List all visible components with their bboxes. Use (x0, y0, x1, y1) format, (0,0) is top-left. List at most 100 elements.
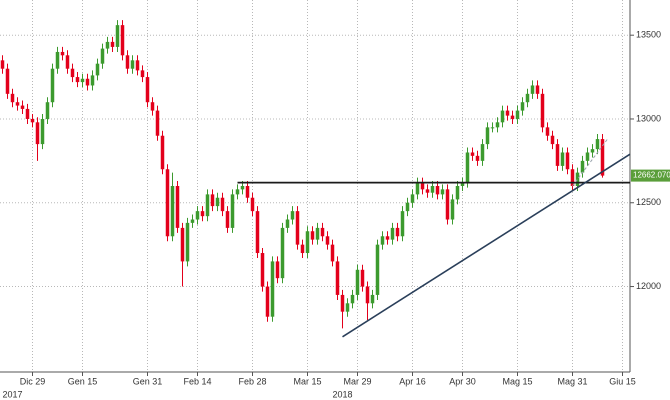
x-tick-label: Dic 29 (20, 376, 46, 386)
candle-body (5, 68, 10, 94)
candle-body (385, 236, 390, 240)
x-tick-label: Apr 16 (399, 376, 426, 386)
candle-body (340, 294, 345, 312)
candle-body (130, 60, 135, 69)
candle-body (135, 60, 140, 71)
x-tick-label: Gen 15 (68, 376, 98, 386)
candle-body (125, 55, 130, 69)
candle-body (415, 182, 420, 195)
candle-body (470, 152, 475, 156)
candle-body (530, 85, 535, 94)
candle-body (200, 211, 205, 217)
candle-body (210, 194, 215, 207)
candle-body (265, 286, 270, 317)
candle-body (320, 227, 325, 237)
candle-body (575, 172, 580, 186)
candle-body (155, 110, 160, 136)
candle-body (440, 189, 445, 195)
candle-body (355, 269, 360, 295)
candle-body (550, 135, 555, 145)
candle-body (120, 25, 125, 56)
candle-body (50, 68, 55, 103)
candle-body (115, 25, 120, 47)
candle-body (410, 194, 415, 203)
candle-body (40, 118, 45, 145)
candle-body (80, 78, 85, 83)
candle-body (25, 108, 30, 119)
candle-body (335, 261, 340, 295)
x-tick-label: Apr 30 (449, 376, 476, 386)
candle-body (250, 197, 255, 212)
y-tick-label: 12000 (636, 281, 661, 291)
candle-body (420, 182, 425, 190)
candle-body (480, 144, 485, 161)
candle-body (325, 236, 330, 245)
x-tick-label: Feb 28 (238, 376, 266, 386)
x-tick-label: Mar 15 (293, 376, 321, 386)
x-tick-label: Gen 31 (133, 376, 163, 386)
candle-body (185, 222, 190, 262)
candle-body (455, 186, 460, 200)
candle-body (525, 93, 530, 103)
candle-body (300, 244, 305, 254)
last-price-box (631, 169, 670, 182)
candle-body (560, 152, 565, 166)
candle-body (150, 102, 155, 111)
candle-body (360, 269, 365, 287)
candle-body (280, 227, 285, 279)
x-tick-label: Mag 15 (502, 376, 532, 386)
trend-line (342, 153, 631, 338)
candle-body (220, 197, 225, 212)
candle-body (285, 219, 290, 228)
candle-body (290, 211, 295, 220)
candle-body (90, 75, 95, 86)
candle-body (375, 244, 380, 295)
y-tick-label: 12500 (636, 197, 661, 207)
candle-body (240, 186, 245, 190)
candle-body (100, 48, 105, 64)
candle-body (580, 160, 585, 173)
candle-body (545, 127, 550, 136)
candle-body (165, 169, 170, 237)
candle-body (370, 294, 375, 304)
candle-body (305, 231, 310, 254)
candle-body (70, 68, 75, 78)
candle-body (585, 152, 590, 161)
candle-body (425, 189, 430, 193)
candle-body (330, 244, 335, 262)
candle-body (435, 186, 440, 195)
x-tick-label: Giu 15 (609, 376, 636, 386)
candle-body (390, 227, 395, 240)
candle-body (55, 51, 60, 69)
candle-body (400, 211, 405, 237)
candle-body (600, 139, 605, 176)
candle-body (10, 93, 15, 103)
candle-body (180, 227, 185, 262)
candle-body (215, 197, 220, 207)
candle-body (465, 152, 470, 183)
y-tick-label: 13500 (636, 30, 661, 40)
x-tick-label: Mar 29 (343, 376, 371, 386)
candle-body (510, 115, 515, 119)
candle-body (15, 102, 20, 106)
candle-body (555, 144, 560, 166)
candle-body (255, 211, 260, 254)
candle-body (75, 77, 80, 83)
year-label: 2017 (3, 389, 23, 399)
candle-body (315, 227, 320, 240)
candle-body (190, 219, 195, 223)
candle-body (95, 63, 100, 76)
candle-body (570, 169, 575, 186)
candle-body (205, 194, 210, 217)
candle-body (235, 189, 240, 195)
candle-body (230, 194, 235, 228)
candle-body (160, 135, 165, 170)
last-price-label: 12662.0703 (633, 171, 670, 180)
candle-body (485, 127, 490, 145)
candle-body (270, 261, 275, 317)
candle-body (500, 110, 505, 123)
x-tick-label: Mag 31 (557, 376, 587, 386)
candle-body (0, 60, 5, 69)
